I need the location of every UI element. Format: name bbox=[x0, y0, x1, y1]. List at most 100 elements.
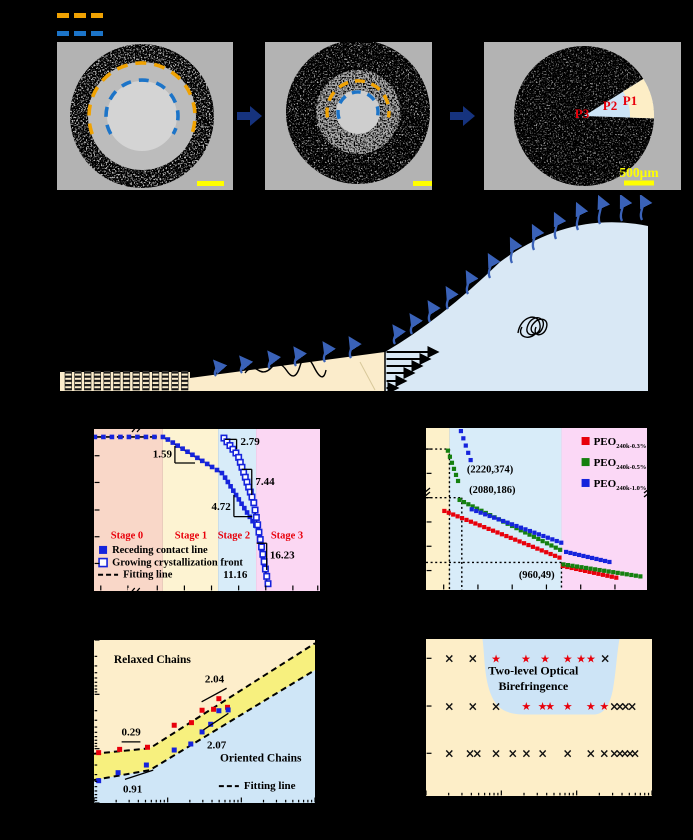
marker-square bbox=[577, 552, 582, 558]
marker-square bbox=[466, 450, 471, 455]
lamella-block bbox=[93, 370, 101, 391]
chart-chain-conformation: Relaxed Chains Oriented Chains 0.29 2.04 2.0… bbox=[93, 639, 316, 804]
annotation-label: 0.91 bbox=[123, 783, 142, 795]
marker-square bbox=[536, 532, 541, 537]
marker-square bbox=[216, 708, 222, 714]
marker-x: × bbox=[444, 747, 454, 761]
marker-square bbox=[492, 515, 497, 520]
marker-square bbox=[578, 567, 583, 573]
marker-square bbox=[445, 448, 450, 453]
marker-x: × bbox=[615, 699, 625, 713]
marker-square bbox=[461, 499, 467, 505]
marker-square bbox=[593, 567, 598, 572]
marker-square bbox=[175, 443, 181, 448]
evaporation-arrow bbox=[531, 223, 545, 251]
marker-row: × × ★ ★ ★ ★ ★ ★ × bbox=[444, 652, 610, 666]
evaporation-arrow bbox=[427, 300, 441, 323]
evaporation-arrow bbox=[509, 236, 523, 264]
marker-x: × bbox=[538, 747, 548, 761]
annotation-label: Stage 1 bbox=[175, 530, 207, 541]
stretched-chain-squiggle bbox=[244, 357, 327, 378]
marker-square bbox=[468, 519, 474, 524]
marker-star: ★ bbox=[540, 652, 550, 665]
droplet-image-middle bbox=[265, 42, 432, 190]
marker-square bbox=[446, 510, 451, 515]
evaporation-schematic bbox=[60, 195, 653, 394]
evaporation-arrow bbox=[465, 270, 479, 295]
marker-square bbox=[225, 479, 231, 485]
marker-x: × bbox=[468, 699, 478, 713]
marker-square bbox=[505, 520, 510, 525]
marker-x: × bbox=[563, 747, 573, 761]
marker-square bbox=[638, 574, 643, 579]
series-PEO-240k-0.3pct bbox=[442, 508, 619, 580]
evaporation-arrow bbox=[575, 201, 589, 231]
evaporation-arrow bbox=[348, 336, 362, 359]
marker-square bbox=[463, 443, 468, 448]
lamella-block bbox=[122, 370, 131, 391]
marker-square bbox=[558, 547, 563, 552]
annotation-label: 7.44 bbox=[255, 476, 275, 488]
annotation-label: Relaxed Chains bbox=[114, 654, 192, 666]
annotation-label: 16.23 bbox=[270, 550, 295, 562]
marker-square bbox=[464, 517, 469, 523]
scale-bar bbox=[624, 180, 654, 186]
outward-flow-arrows bbox=[386, 346, 440, 394]
marker-open-square bbox=[258, 543, 266, 551]
chart-front-position: (2220,374) (2080,186) (960,49) PEO240k-0.3%… bbox=[423, 428, 651, 590]
evaporation-arrow bbox=[322, 341, 336, 363]
marker-square bbox=[540, 539, 545, 544]
marker-square bbox=[620, 571, 625, 576]
marker-square bbox=[611, 570, 616, 575]
marker-open-square bbox=[248, 493, 256, 501]
marker-square bbox=[561, 562, 566, 567]
marker-open-square bbox=[250, 499, 258, 507]
fitting-line bbox=[93, 669, 316, 782]
marker-square bbox=[216, 696, 222, 702]
evaporation-arrow bbox=[239, 355, 254, 374]
marker-square bbox=[602, 568, 607, 573]
marker-square bbox=[574, 566, 579, 572]
marker-square bbox=[559, 540, 564, 545]
marker-square bbox=[143, 762, 149, 768]
marker-square bbox=[152, 434, 157, 440]
marker-square bbox=[581, 553, 586, 559]
progress-arrow-icon bbox=[237, 106, 262, 126]
marker-square bbox=[199, 707, 205, 713]
marker-square bbox=[587, 569, 592, 574]
marker-star: ★ bbox=[586, 652, 596, 665]
marker-square bbox=[457, 497, 462, 503]
chain-conformation-map-svg: Relaxed Chains Oriented Chains 0.29 2.04 2.0… bbox=[93, 639, 316, 804]
marker-square bbox=[549, 543, 554, 548]
marker-square bbox=[614, 575, 619, 580]
marker-square bbox=[532, 530, 537, 535]
marker-square bbox=[539, 548, 544, 553]
label-p3: P3 bbox=[575, 106, 590, 121]
annotation-line bbox=[203, 712, 229, 731]
droplet-image-early bbox=[57, 42, 233, 190]
evaporation-arrow bbox=[267, 350, 282, 370]
marker-square bbox=[468, 457, 473, 463]
marker-x: × bbox=[609, 747, 619, 761]
lamella-block bbox=[171, 370, 179, 391]
lamella-block bbox=[181, 370, 189, 391]
axis-break-gap bbox=[130, 426, 143, 432]
scale-bar bbox=[413, 181, 432, 186]
marker-square bbox=[544, 541, 550, 546]
crystallization-front-dash-arc bbox=[87, 61, 197, 135]
marker-square bbox=[536, 536, 541, 542]
marker-square bbox=[483, 512, 488, 517]
marker-square bbox=[228, 484, 233, 489]
marker-square bbox=[190, 452, 195, 458]
progress-arrow-icon bbox=[450, 106, 475, 126]
marker-square bbox=[180, 446, 185, 451]
lamella-block bbox=[142, 370, 150, 391]
marker-square bbox=[233, 492, 239, 498]
marker-x: × bbox=[468, 652, 478, 666]
oriented-chains-region bbox=[94, 669, 315, 803]
marker-square bbox=[557, 555, 562, 560]
marker-square bbox=[609, 574, 614, 579]
marker-square bbox=[565, 563, 571, 568]
lamella-block bbox=[74, 370, 82, 391]
evaporation-arrow bbox=[553, 211, 567, 240]
